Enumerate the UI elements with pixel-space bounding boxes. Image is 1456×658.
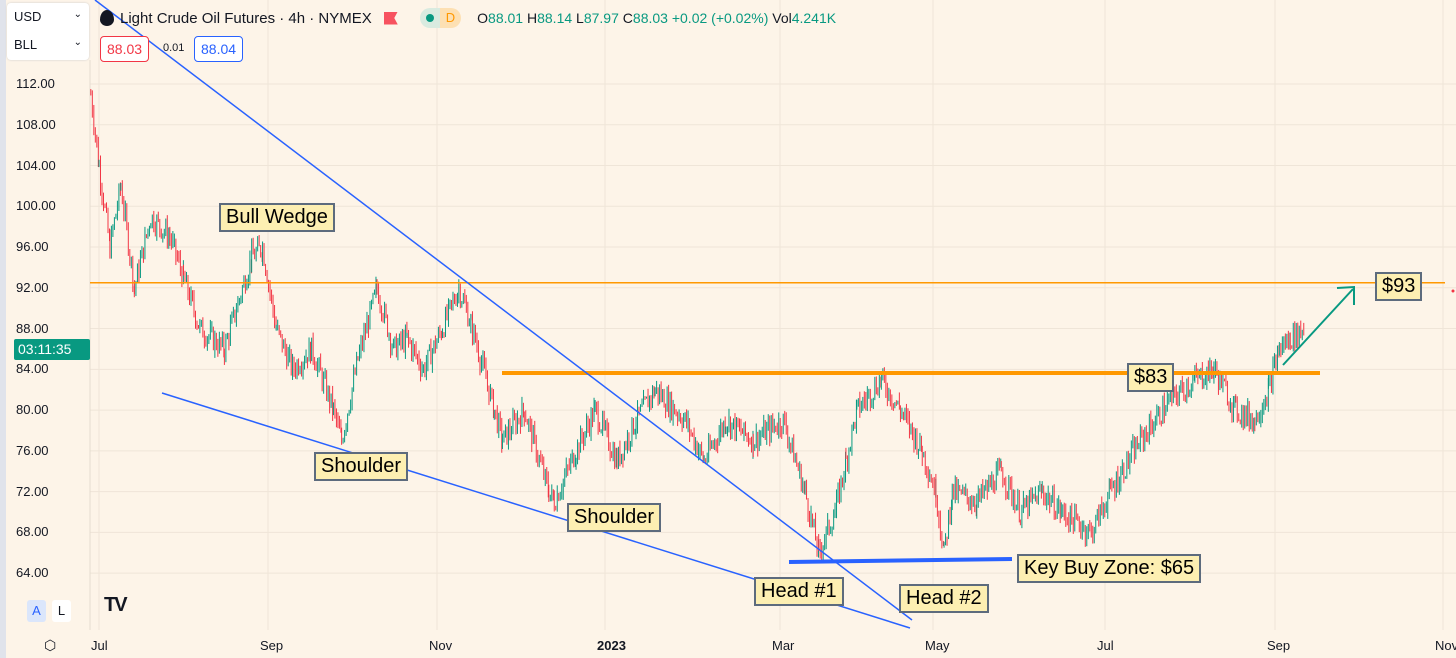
price-tick-label: 84.00 [16,361,49,377]
time-tick-label: May [925,638,950,653]
price-tick-label: 108.00 [16,116,56,132]
market-status-badge[interactable]: D [419,8,462,28]
drop-icon [100,10,114,26]
annotation-level-83[interactable]: $83 [1127,363,1175,392]
annotation-head-1[interactable]: Head #1 [754,577,844,606]
time-tick-label: Nov [1435,638,1456,653]
downtrend-line [94,0,913,621]
annotation-head-2[interactable]: Head #2 [899,584,989,613]
delayed-badge: D [439,8,462,28]
annotation-key-buy-zone[interactable]: Key Buy Zone: $65 [1017,554,1202,583]
price-tick-label: 92.00 [16,279,49,295]
price-tick-label: 76.00 [16,442,49,458]
price-marker [1451,289,1455,293]
left-toolbar-edge [0,0,6,658]
time-tick-label: Nov [429,638,453,653]
chevron-down-icon: ⌄ [73,9,82,20]
buy-price-button[interactable]: 88.04 [194,36,244,62]
currency-select[interactable]: USD ⌄ [8,6,88,28]
log-scale-button[interactable]: L [52,600,71,622]
annotation-level-93[interactable]: $93 [1375,272,1423,301]
time-tick-label: Mar [772,638,795,653]
price-tick-label: 112.00 [16,76,55,91]
symbol-title[interactable]: Light Crude Oil Futures · 4h · NYMEX [120,9,372,27]
sell-price-button[interactable]: 88.03 [100,36,150,62]
time-tick-label: 2023 [597,638,626,653]
price-tick-label: 88.00 [16,320,49,336]
settings-icon[interactable]: ⬡ [44,637,57,653]
status-dot-icon [419,8,440,28]
flag-icon[interactable] [383,11,398,25]
price-tick-label: 64.00 [16,565,49,581]
time-tick-label: Jul [1097,638,1114,653]
symbol-legend: Light Crude Oil Futures · 4h · NYMEX D O… [100,8,836,28]
time-tick-label: Sep [260,638,284,653]
bar-countdown-label: 03:11:35 [14,339,90,360]
buy-zone-line [788,557,1013,564]
tradingview-logo: TV [104,594,128,616]
price-tick-label: 80.00 [16,402,49,418]
chevron-down-icon: ⌄ [73,37,82,48]
price-tick-label: 72.00 [16,483,49,499]
annotation-shoulder-left[interactable]: Shoulder [314,452,409,481]
time-tick-label: Jul [91,638,108,653]
annotation-bull-wedge[interactable]: Bull Wedge [219,203,335,232]
unit-select[interactable]: BLL ⌄ [8,34,88,56]
time-tick-label: Sep [1267,638,1291,653]
ohlc-values: O88.01 H88.14 L87.97 C88.03 +0.02 (+0.02… [477,10,837,26]
arrow-head-icon [1336,285,1355,305]
price-tick-label: 96.00 [16,239,49,255]
price-tick-label: 68.00 [16,524,49,540]
target-arrow [1282,288,1354,366]
spread-value: 0.01 [163,42,185,54]
price-tick-label: 104.00 [16,157,56,173]
annotation-shoulder-right[interactable]: Shoulder [567,503,662,532]
unit-value: BLL [14,37,38,52]
price-tick-label: 100.00 [16,198,56,214]
auto-scale-button[interactable]: A [27,600,46,622]
currency-value: USD [14,9,42,24]
